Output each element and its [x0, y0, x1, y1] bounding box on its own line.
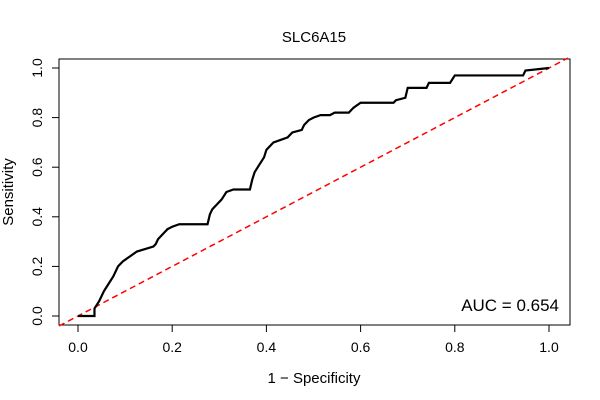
chart-title: SLC6A15 — [282, 29, 346, 46]
x-tick-label: 0.2 — [162, 339, 182, 355]
x-tick-label: 1.0 — [539, 339, 559, 355]
y-tick-label: 0.8 — [29, 108, 45, 128]
y-tick-label: 0.4 — [29, 207, 45, 227]
y-tick-label: 1.0 — [29, 58, 45, 78]
y-axis: 0.0 0.2 0.4 0.6 0.8 1.0 — [29, 58, 60, 326]
x-tick-label: 0.8 — [445, 339, 465, 355]
y-tick-label: 0.6 — [29, 157, 45, 177]
plot-area: 0.0 0.2 0.4 0.6 0.8 1.0 0.0 0.2 0.4 0.6 0.8 1.0 — [29, 57, 571, 355]
y-tick-label: 0.2 — [29, 256, 45, 276]
plot-frame — [58, 58, 571, 326]
roc-curve-line — [78, 66, 550, 318]
reference-diagonal-line — [58, 57, 569, 327]
series-layer — [58, 57, 569, 327]
y-axis-label: Sensitivity — [0, 158, 17, 226]
x-tick-label: 0.0 — [68, 339, 88, 355]
x-tick-label: 0.6 — [351, 339, 371, 355]
x-axis-label: 1 − Specificity — [268, 370, 361, 387]
y-tick-label: 0.0 — [29, 306, 45, 326]
x-axis: 0.0 0.2 0.4 0.6 0.8 1.0 — [68, 324, 559, 355]
x-tick-label: 0.4 — [257, 339, 277, 355]
auc-annotation: AUC = 0.654 — [461, 296, 559, 315]
